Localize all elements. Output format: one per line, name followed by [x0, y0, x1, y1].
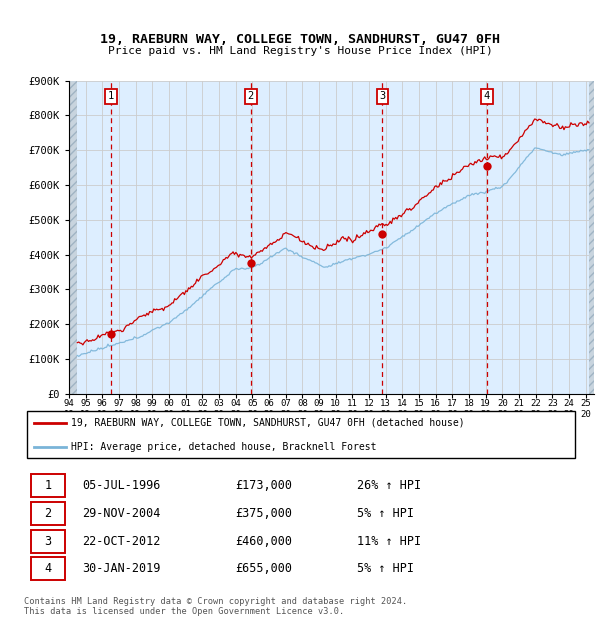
Text: £655,000: £655,000 — [235, 562, 292, 575]
Text: £460,000: £460,000 — [235, 534, 292, 547]
Text: HPI: Average price, detached house, Bracknell Forest: HPI: Average price, detached house, Brac… — [71, 442, 377, 453]
FancyBboxPatch shape — [31, 557, 65, 580]
Text: £173,000: £173,000 — [235, 479, 292, 492]
Text: 3: 3 — [44, 534, 52, 547]
FancyBboxPatch shape — [31, 474, 65, 497]
Text: 1: 1 — [44, 479, 52, 492]
Text: Contains HM Land Registry data © Crown copyright and database right 2024.
This d: Contains HM Land Registry data © Crown c… — [24, 596, 407, 616]
Text: Price paid vs. HM Land Registry's House Price Index (HPI): Price paid vs. HM Land Registry's House … — [107, 46, 493, 56]
Text: 19, RAEBURN WAY, COLLEGE TOWN, SANDHURST, GU47 0FH (detached house): 19, RAEBURN WAY, COLLEGE TOWN, SANDHURST… — [71, 418, 465, 428]
Text: 1: 1 — [108, 91, 114, 101]
Text: 5% ↑ HPI: 5% ↑ HPI — [357, 507, 414, 520]
Text: 29-NOV-2004: 29-NOV-2004 — [82, 507, 161, 520]
Text: 3: 3 — [379, 91, 385, 101]
Text: 19, RAEBURN WAY, COLLEGE TOWN, SANDHURST, GU47 0FH: 19, RAEBURN WAY, COLLEGE TOWN, SANDHURST… — [100, 33, 500, 45]
Text: £375,000: £375,000 — [235, 507, 292, 520]
Text: 5% ↑ HPI: 5% ↑ HPI — [357, 562, 414, 575]
Text: 05-JUL-1996: 05-JUL-1996 — [82, 479, 161, 492]
Text: 4: 4 — [484, 91, 490, 101]
FancyBboxPatch shape — [31, 529, 65, 552]
Text: 2: 2 — [248, 91, 254, 101]
FancyBboxPatch shape — [27, 411, 575, 458]
Text: 22-OCT-2012: 22-OCT-2012 — [82, 534, 161, 547]
Text: 4: 4 — [44, 562, 52, 575]
Text: 30-JAN-2019: 30-JAN-2019 — [82, 562, 161, 575]
Text: 26% ↑ HPI: 26% ↑ HPI — [357, 479, 421, 492]
Text: 2: 2 — [44, 507, 52, 520]
FancyBboxPatch shape — [31, 502, 65, 525]
Text: 11% ↑ HPI: 11% ↑ HPI — [357, 534, 421, 547]
